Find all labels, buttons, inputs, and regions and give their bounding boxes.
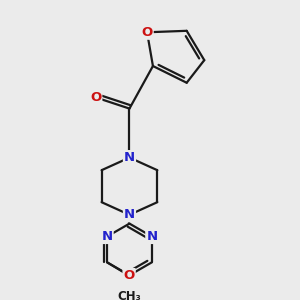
- Text: O: O: [141, 26, 153, 39]
- Text: N: N: [124, 151, 135, 164]
- Text: N: N: [124, 208, 135, 221]
- Text: N: N: [146, 230, 158, 243]
- Text: N: N: [101, 230, 113, 243]
- Text: CH₃: CH₃: [117, 290, 141, 300]
- Text: O: O: [124, 269, 135, 282]
- Text: O: O: [90, 91, 101, 104]
